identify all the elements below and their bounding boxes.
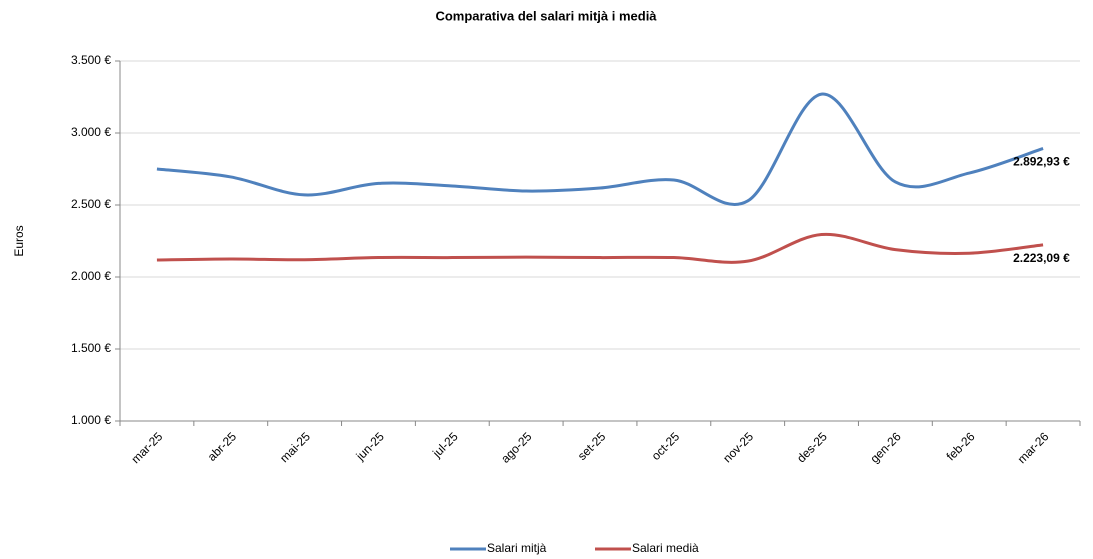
x-tick-label: feb-26 [944,429,978,463]
x-tick-label: set-25 [575,429,609,463]
x-tick-label: mar-25 [129,429,166,466]
line [156,232,1044,264]
y-tick-label: 1.500 € [71,341,111,355]
x-tick-label: des-25 [794,429,830,465]
x-tick-label: oct-25 [649,429,683,463]
x-tick-label: ago-25 [498,429,535,466]
legend-label: Salari medià [632,541,699,555]
x-tick-label: mar-26 [1015,429,1052,466]
y-tick-label: 2.000 € [71,269,111,283]
x-tick-label: jun-25 [353,429,387,463]
x-tick-label: jul-25 [429,429,461,461]
x-tick-label: abr-25 [205,429,240,464]
x-tick-label: gen-26 [867,429,904,466]
y-tick-label: 2.500 € [71,197,111,211]
y-tick-label: 3.500 € [71,53,111,67]
legend-label: Salari mitjà [487,541,547,555]
data-label: 2.892,93 € [1013,155,1070,169]
y-tick-label: 3.000 € [71,125,111,139]
chart-title: Comparativa del salari mitjà i medià [435,8,657,23]
x-tick-label: mai-25 [277,429,313,465]
data-label: 2.223,09 € [1013,251,1070,265]
x-tick-label: nov-25 [720,429,756,465]
y-axis-title: Euros [12,225,26,256]
y-tick-label: 1.000 € [71,413,111,427]
line [156,92,1044,206]
